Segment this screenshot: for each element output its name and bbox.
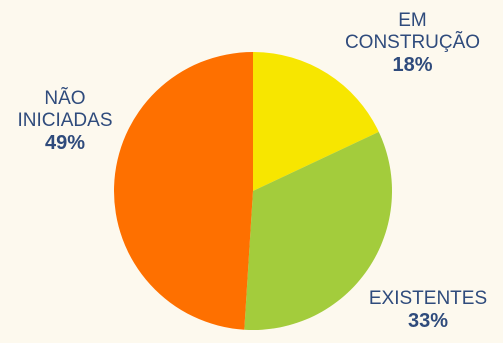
- slice-value-label: 18%: [392, 54, 433, 76]
- slice-label-em-construcao: EM CONSTRUÇÃO 18%: [330, 10, 495, 76]
- slice-em-construcao: [253, 52, 379, 191]
- slice-nao-iniciadas: [113, 52, 253, 330]
- slice-value-label: 49%: [44, 132, 86, 154]
- slice-existentes: [244, 131, 393, 330]
- slice-label-line: INICIADAS: [17, 110, 113, 131]
- slice-label-line: NÃO: [44, 88, 86, 109]
- slice-label-line: EM: [398, 10, 427, 31]
- slice-label-nao-iniciadas: NÃO INICIADAS 49%: [0, 88, 130, 154]
- slice-value-label: 33%: [407, 310, 449, 332]
- slice-label-line: CONSTRUÇÃO: [344, 32, 481, 53]
- slice-label-existentes: EXISTENTES 33%: [348, 288, 503, 332]
- slice-label-line: EXISTENTES: [368, 288, 488, 309]
